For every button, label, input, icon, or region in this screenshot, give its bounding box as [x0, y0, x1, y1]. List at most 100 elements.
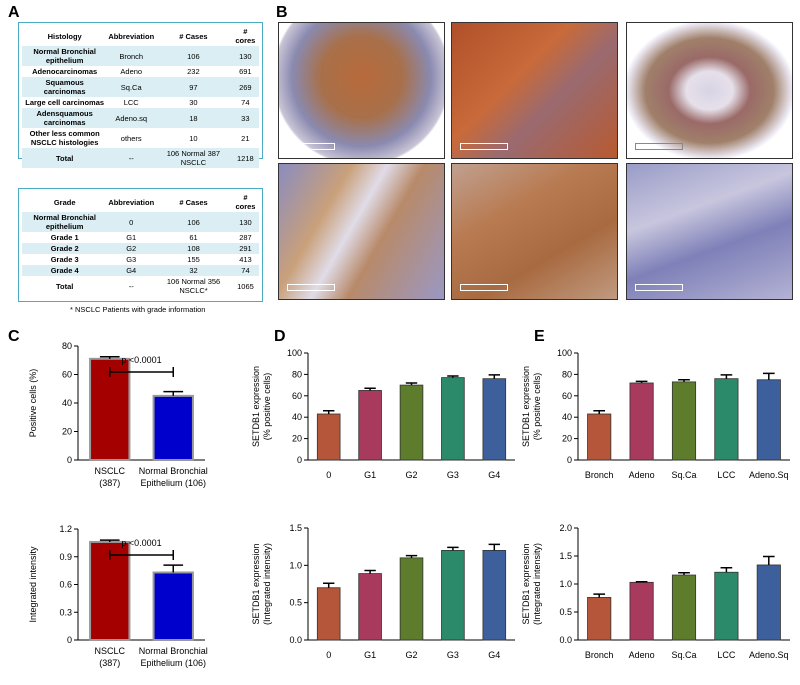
bar	[152, 394, 194, 461]
header-row: Histology Abbreviation # Cases # cores	[22, 26, 259, 46]
error-bar	[762, 555, 775, 565]
y-tick-label: 60	[562, 391, 572, 401]
table-cell: LCC	[123, 98, 139, 107]
table-cell: 106	[155, 46, 232, 66]
table-cell: 130	[231, 46, 259, 66]
bar	[358, 390, 382, 461]
table-cell: --	[128, 281, 134, 291]
y-axis-label: SETDB1 expression(% positive cells)	[521, 366, 542, 447]
header-cell: # cores	[235, 193, 256, 211]
y-tick-label: 0.0	[289, 635, 302, 645]
header-cell: # Cases	[179, 197, 208, 207]
bar	[482, 550, 507, 641]
table-cell: G3	[126, 255, 137, 264]
error-bar	[678, 379, 690, 382]
bar	[152, 571, 194, 641]
table-cell: Adenocarcinomas	[32, 67, 98, 76]
table-cell: 74	[241, 98, 250, 107]
error-bar	[678, 572, 690, 576]
error-bar	[163, 564, 184, 573]
x-tick-label: Bronch	[585, 650, 614, 660]
x-tick-label: 0	[326, 470, 331, 480]
table-cell: others	[120, 133, 142, 143]
y-tick-label: 80	[292, 369, 302, 379]
table: Histology Abbreviation # Cases # cores Norma…	[22, 26, 259, 168]
bar	[316, 413, 341, 461]
table-cell: 10	[189, 133, 198, 143]
y-tick-label: 0.3	[59, 607, 72, 617]
table-cell: 33	[231, 108, 259, 128]
y-tick-label: 0	[67, 455, 72, 465]
error-bar	[762, 372, 775, 380]
table-row: Grade 3 G3 155 413	[22, 254, 259, 265]
scale-bar	[287, 284, 335, 291]
table-box: Histology Abbreviation # Cases # cores Norma…	[18, 22, 263, 168]
header-cell: Abbreviation	[108, 197, 155, 207]
table-row: Adensquamous carcinomas Adeno.sq 18 33	[22, 108, 259, 128]
x-tick-label: G4	[488, 470, 500, 480]
table-row: Total -- 106 Normal 356 NSCLC* 1065	[22, 276, 259, 296]
panel-label: D	[274, 328, 286, 345]
header-cell: # Cases	[179, 31, 208, 41]
scale-bar	[460, 143, 508, 150]
table-cell: 413	[239, 255, 252, 264]
table-cell: Adeno	[120, 67, 143, 76]
table-cell: --	[107, 148, 156, 168]
table-cell: G2	[107, 243, 156, 254]
error-bar	[364, 387, 376, 391]
y-tick-label: 1.5	[559, 551, 572, 561]
y-tick-label: 2.0	[559, 523, 572, 533]
x-tick-label: G3	[447, 470, 459, 480]
table-row: Other less common NSCLC histologies other…	[22, 128, 259, 148]
footnote: * NSCLC Patients with grade information	[70, 305, 206, 314]
bar	[358, 573, 382, 641]
y-tick-label: 1.2	[59, 524, 72, 534]
table-row: Grade 2 G2 108 291	[22, 243, 259, 254]
error-bar	[720, 374, 733, 379]
error-bar	[488, 374, 500, 379]
table-cell: Squamous carcinomas	[22, 77, 108, 97]
table-cell: Sq.Ca	[107, 77, 156, 97]
error-bar	[447, 375, 459, 378]
error-bar	[163, 390, 184, 396]
table-cell: 0	[107, 212, 156, 232]
error-bar	[323, 410, 335, 414]
panel-label: E	[534, 328, 545, 345]
y-tick-label: 1.0	[289, 560, 302, 570]
table-cell: Bronch	[107, 46, 156, 66]
y-tick-label: 60	[62, 370, 72, 380]
error-bar	[405, 554, 418, 558]
header-cell: Histology	[47, 31, 82, 41]
header-cell: Abbreviation	[108, 31, 155, 41]
header-row: Grade Abbreviation # Cases # cores	[22, 192, 259, 212]
y-tick-label: 1.0	[559, 579, 572, 589]
error-bar	[323, 582, 335, 588]
x-tick-label: Bronch	[585, 470, 614, 480]
error-bar	[635, 380, 648, 383]
error-bar	[593, 593, 606, 598]
micrograph	[278, 22, 445, 159]
table-cell: 30	[189, 98, 198, 107]
y-tick-label: 100	[287, 348, 302, 358]
annotation: p <0.0001	[121, 355, 161, 365]
header-cell: # cores	[235, 27, 256, 45]
table-cell: Grade 4	[22, 265, 108, 276]
micrograph	[626, 163, 793, 300]
table-row: Large cell carcinomas LCC 30 74	[22, 97, 259, 108]
scale-bar	[635, 143, 683, 150]
table-cell: G1	[126, 233, 137, 242]
bar	[714, 378, 739, 461]
bar	[629, 581, 654, 641]
bar	[587, 413, 612, 461]
scale-bar	[460, 284, 508, 291]
bar	[399, 384, 424, 461]
x-tick-label: LCC	[717, 650, 736, 660]
table-cell: 106	[155, 212, 232, 232]
table-cell: Total	[55, 281, 74, 291]
table-cell: 108	[155, 243, 232, 254]
x-tick-label: G4	[488, 650, 500, 660]
y-axis-label: Positive cells (%)	[28, 369, 38, 438]
y-axis-label: SETDB1 expression(Integrated intensity)	[521, 543, 542, 625]
table-cell: 61	[189, 233, 198, 242]
